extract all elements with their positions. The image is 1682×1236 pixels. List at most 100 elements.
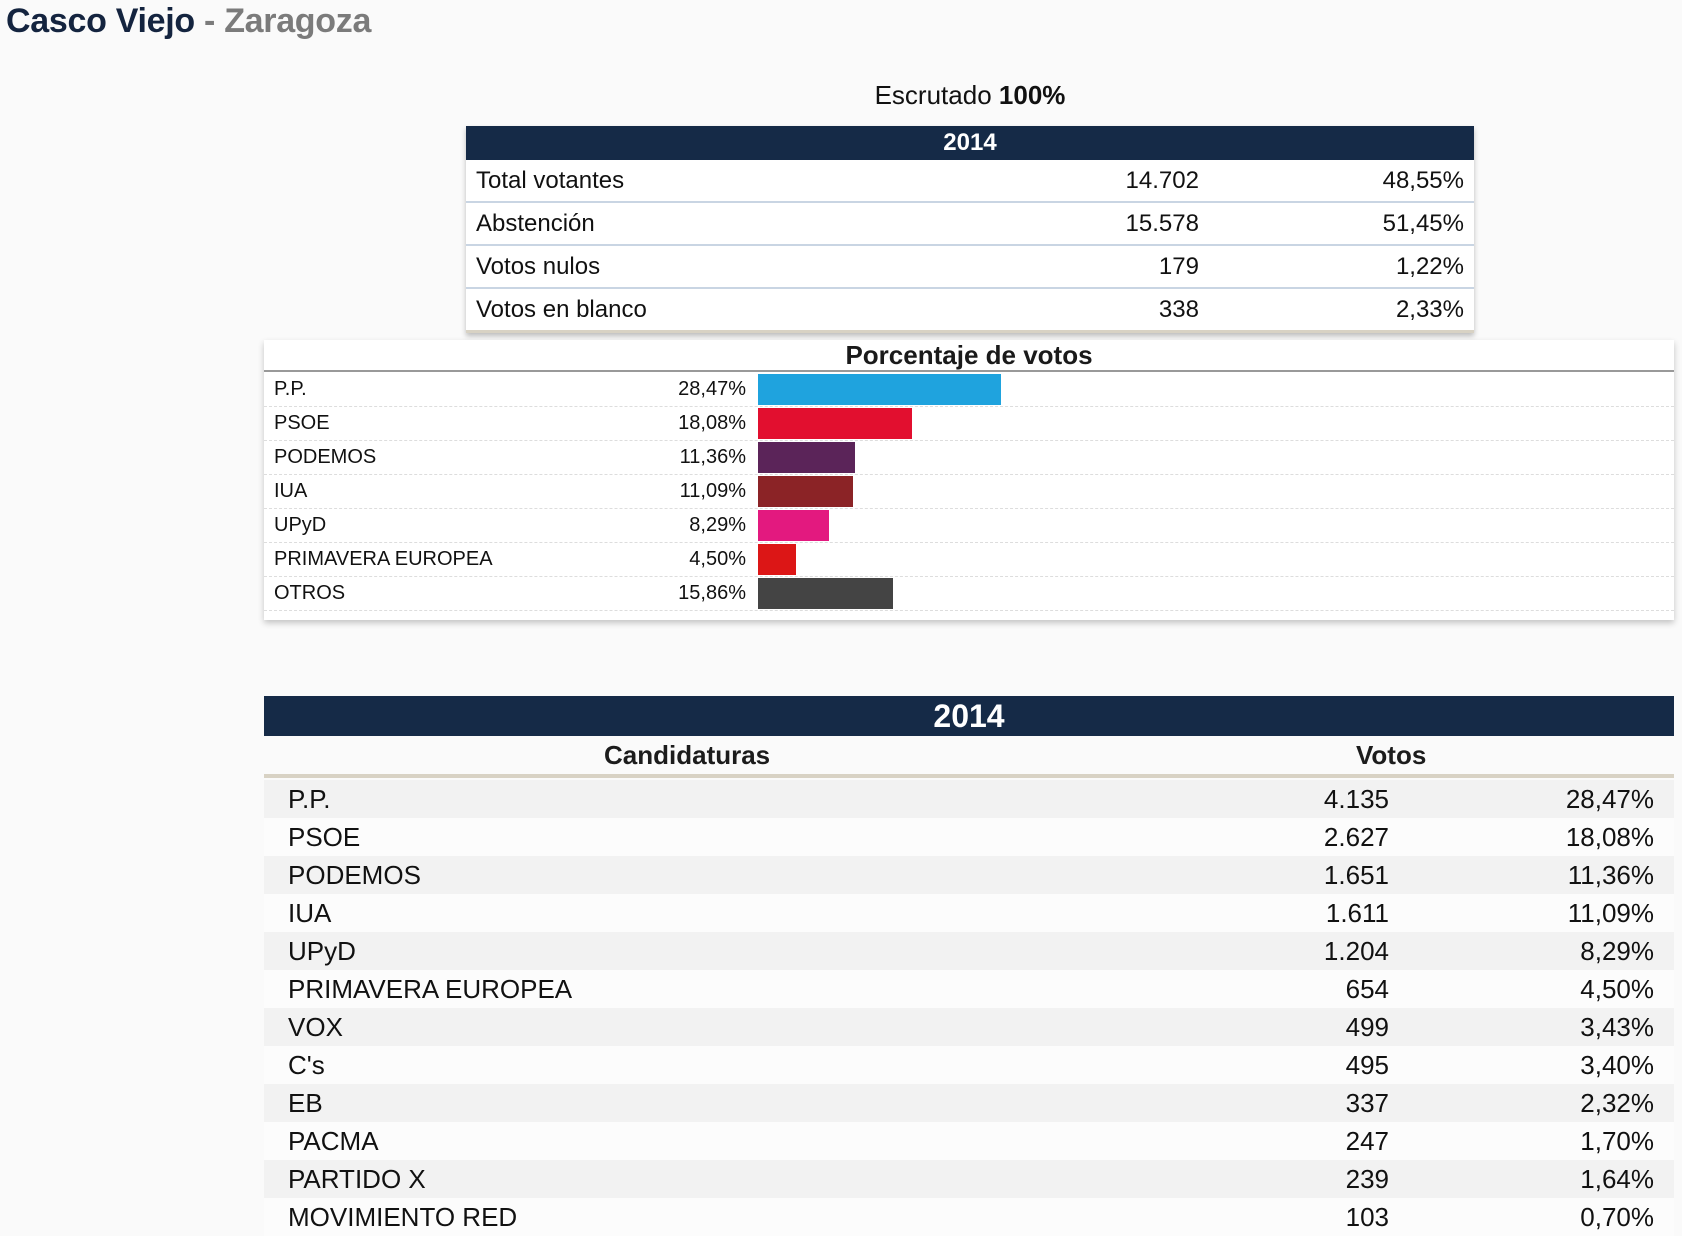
scrutiny-value: 100%	[998, 80, 1066, 110]
chart-category-label: PODEMOS	[274, 446, 377, 468]
summary-value: 15.578	[964, 202, 1209, 246]
summary-percent: 48,55%	[1208, 160, 1474, 203]
candidate-percent: 1,64%	[1580, 1164, 1654, 1194]
vote-percentage-chart: Porcentaje de votos P.P. 28,47% PSOE 18,08%…	[264, 340, 1674, 620]
chart-bar	[758, 510, 829, 541]
results-row: MOVIMIENTO RED 103 0,70%	[264, 1198, 1674, 1236]
results-row: PODEMOS 1.651 11,36%	[264, 856, 1674, 894]
col-header-divider	[264, 774, 1674, 778]
chart-value-label: 8,29%	[689, 514, 746, 536]
title-place: Casco Viejo	[6, 2, 195, 40]
candidate-name: PODEMOS	[288, 860, 421, 890]
results-row: IUA 1.611 11,09%	[264, 894, 1674, 932]
candidate-name: PRIMAVERA EUROPEA	[288, 974, 573, 1004]
chart-title: Porcentaje de votos	[264, 340, 1674, 372]
results-row: C's 495 3,40%	[264, 1046, 1674, 1084]
chart-category-label: P.P.	[274, 378, 307, 400]
chart-bar	[758, 476, 853, 507]
candidate-percent: 11,09%	[1567, 898, 1654, 928]
candidate-name: PACMA	[288, 1126, 379, 1156]
results-row: PARTIDO X 239 1,64%	[264, 1160, 1674, 1198]
candidate-percent: 3,40%	[1580, 1050, 1654, 1080]
candidate-percent: 0,70%	[1580, 1202, 1654, 1232]
candidate-votes: 495	[1345, 1050, 1389, 1080]
candidate-votes: 4.135	[1323, 784, 1389, 814]
chart-value-label: 28,47%	[678, 378, 746, 400]
col-header-votes: Votos	[1356, 740, 1427, 770]
chart-bar	[758, 544, 796, 575]
chart-row: P.P. 28,47%	[264, 372, 1674, 407]
candidate-name: IUA	[288, 898, 332, 928]
results-row: P.P. 4.135 28,47%	[264, 780, 1674, 818]
summary-row: Abstención 15.578 51,45%	[466, 202, 1474, 246]
summary-year-header: 2014	[466, 126, 1474, 160]
title-separator: -	[204, 2, 216, 40]
scrutiny-status: Escrutado 100%	[466, 80, 1474, 111]
summary-label: Total votantes	[466, 160, 965, 203]
candidate-percent: 4,50%	[1580, 974, 1654, 1004]
chart-row: OTROS 15,86%	[264, 576, 1674, 611]
chart-value-label: 11,09%	[679, 480, 746, 502]
summary-percent: 1,22%	[1208, 245, 1474, 289]
candidate-percent: 1,70%	[1580, 1126, 1654, 1156]
chart-row: UPyD 8,29%	[264, 508, 1674, 543]
candidate-votes: 103	[1345, 1202, 1389, 1232]
chart-value-label: 15,86%	[678, 582, 746, 604]
candidate-votes: 1.204	[1323, 936, 1389, 966]
candidate-percent: 18,08%	[1565, 822, 1654, 852]
summary-body: Total votantes 14.702 48,55% Abstención …	[466, 160, 1474, 333]
scrutiny-label: Escrutado	[874, 80, 992, 110]
summary-row: Votos nulos 179 1,22%	[466, 245, 1474, 289]
candidate-name: UPyD	[288, 936, 356, 966]
chart-category-label: UPyD	[274, 514, 327, 536]
results-row: EB 337 2,32%	[264, 1084, 1674, 1122]
candidate-votes: 1.611	[1325, 898, 1389, 928]
summary-value: 338	[964, 288, 1209, 333]
summary-table: 2014 Total votantes 14.702 48,55% Absten…	[466, 126, 1474, 333]
results-row: VOX 499 3,43%	[264, 1008, 1674, 1046]
candidate-name: EB	[288, 1088, 323, 1118]
chart-row: IUA 11,09%	[264, 474, 1674, 509]
summary-row: Total votantes 14.702 48,55%	[466, 160, 1474, 203]
candidate-votes: 654	[1345, 974, 1389, 1004]
chart-bar	[758, 442, 855, 473]
candidate-name: P.P.	[288, 784, 331, 814]
chart-value-label: 18,08%	[678, 412, 746, 434]
results-row: PRIMAVERA EUROPEA 654 4,50%	[264, 970, 1674, 1008]
candidate-percent: 8,29%	[1580, 936, 1654, 966]
chart-category-label: PSOE	[274, 412, 330, 434]
summary-label: Abstención	[466, 202, 965, 246]
summary-percent: 2,33%	[1208, 288, 1474, 333]
candidate-votes: 337	[1345, 1088, 1389, 1118]
summary-value: 179	[964, 245, 1209, 289]
chart-category-label: IUA	[274, 480, 308, 502]
summary-label: Votos nulos	[466, 245, 965, 289]
results-row: UPyD 1.204 8,29%	[264, 932, 1674, 970]
results-year-header: 2014	[264, 696, 1674, 736]
chart-bar	[758, 408, 912, 439]
candidate-percent: 2,32%	[1580, 1088, 1654, 1118]
chart-row: PRIMAVERA EUROPEA 4,50%	[264, 542, 1674, 577]
candidate-votes: 499	[1345, 1012, 1389, 1042]
candidate-name: C's	[288, 1050, 325, 1080]
candidate-name: PSOE	[288, 822, 361, 852]
col-header-candidates: Candidaturas	[604, 740, 771, 770]
candidate-name: PARTIDO X	[288, 1164, 426, 1194]
candidate-votes: 239	[1345, 1164, 1389, 1194]
summary-percent: 51,45%	[1208, 202, 1474, 246]
chart-category-label: OTROS	[274, 582, 346, 604]
candidate-percent: 11,36%	[1567, 860, 1654, 890]
candidate-name: VOX	[288, 1012, 343, 1042]
summary-value: 14.702	[964, 160, 1209, 203]
candidate-votes: 247	[1345, 1126, 1389, 1156]
candidate-name: MOVIMIENTO RED	[288, 1202, 518, 1232]
candidate-percent: 3,43%	[1580, 1012, 1654, 1042]
page-title: Casco Viejo - Zaragoza	[6, 2, 371, 41]
chart-row: PODEMOS 11,36%	[264, 440, 1674, 475]
chart-value-label: 11,36%	[679, 446, 746, 468]
chart-row: PSOE 18,08%	[264, 406, 1674, 441]
title-city: Zaragoza	[224, 2, 372, 40]
candidate-votes: 1.651	[1323, 860, 1389, 890]
chart-category-label: PRIMAVERA EUROPEA	[274, 548, 493, 570]
candidate-percent: 28,47%	[1565, 784, 1654, 814]
